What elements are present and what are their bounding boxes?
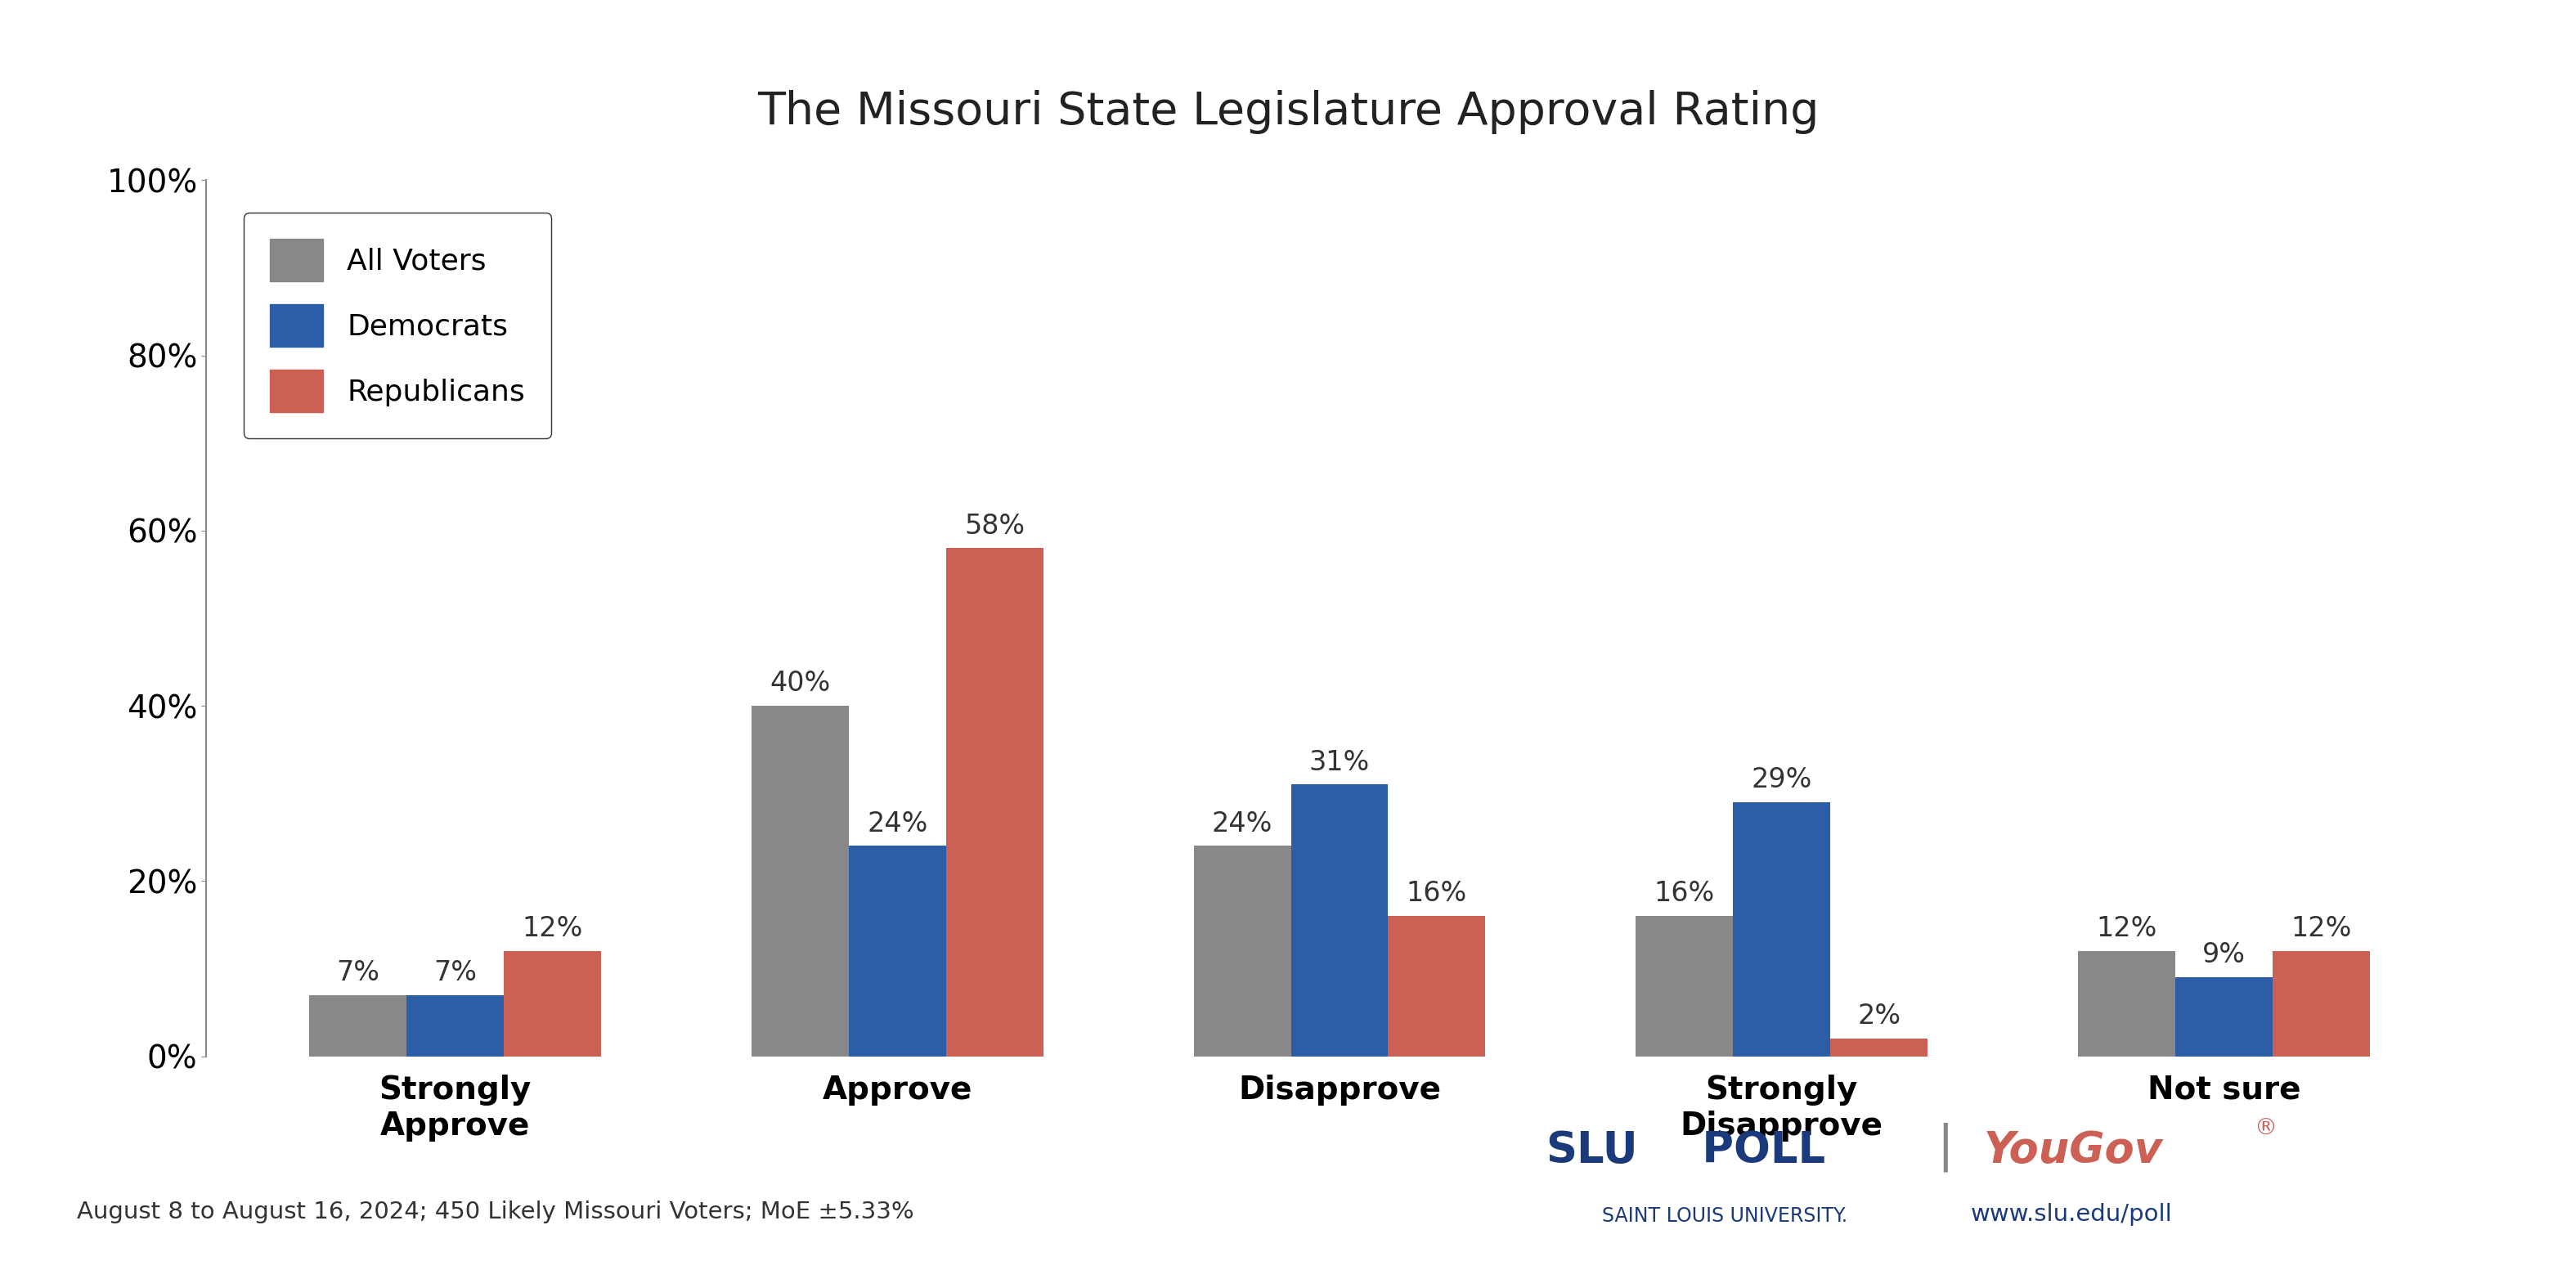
- Bar: [2079, 951, 2174, 1056]
- Bar: [848, 846, 945, 1056]
- Text: 9%: 9%: [2202, 942, 2246, 969]
- Text: 31%: 31%: [1309, 748, 1370, 775]
- Text: 58%: 58%: [963, 513, 1025, 540]
- Bar: [1734, 802, 1832, 1056]
- Text: August 8 to August 16, 2024; 450 Likely Missouri Voters; MoE ±5.33%: August 8 to August 16, 2024; 450 Likely …: [77, 1200, 914, 1224]
- Text: The Missouri State Legislature Approval Rating: The Missouri State Legislature Approval …: [757, 90, 1819, 134]
- Bar: [2272, 951, 2370, 1056]
- Text: ®: ®: [2254, 1117, 2277, 1140]
- Bar: [1832, 1038, 1927, 1056]
- Text: 2%: 2%: [1857, 1003, 1901, 1030]
- Text: 16%: 16%: [1406, 880, 1468, 907]
- Bar: [309, 994, 407, 1056]
- Text: 12%: 12%: [523, 916, 582, 943]
- Text: 24%: 24%: [1211, 810, 1273, 837]
- Text: 29%: 29%: [1752, 766, 1811, 793]
- Legend: All Voters, Democrats, Republicans: All Voters, Democrats, Republicans: [245, 213, 551, 438]
- Bar: [1291, 784, 1388, 1056]
- Bar: [945, 549, 1043, 1056]
- Text: |: |: [1937, 1123, 1953, 1172]
- Bar: [1636, 916, 1734, 1056]
- Bar: [2174, 978, 2272, 1056]
- Text: 12%: 12%: [2290, 916, 2352, 943]
- Bar: [505, 951, 600, 1056]
- Bar: [1388, 916, 1486, 1056]
- Bar: [407, 994, 505, 1056]
- Text: 7%: 7%: [335, 960, 379, 987]
- Text: YouGov: YouGov: [1984, 1130, 2164, 1172]
- Text: 12%: 12%: [2097, 916, 2156, 943]
- Text: 16%: 16%: [1654, 880, 1716, 907]
- Text: SAINT LOUIS UNIVERSITY.: SAINT LOUIS UNIVERSITY.: [1602, 1207, 1847, 1226]
- Text: SLU: SLU: [1546, 1130, 1638, 1172]
- Bar: [752, 706, 848, 1056]
- Text: 40%: 40%: [770, 670, 829, 697]
- Bar: [1193, 846, 1291, 1056]
- Text: 7%: 7%: [433, 960, 477, 987]
- Text: 24%: 24%: [868, 810, 927, 837]
- Text: www.slu.edu/poll: www.slu.edu/poll: [1971, 1203, 2172, 1226]
- Text: POLL: POLL: [1687, 1130, 1826, 1172]
